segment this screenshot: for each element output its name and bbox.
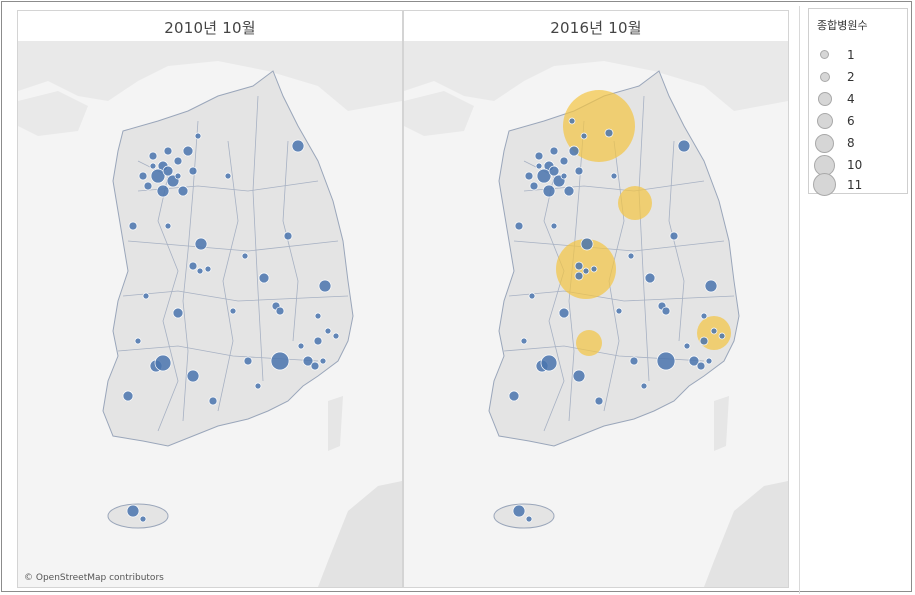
- legend-item[interactable]: 4: [809, 89, 907, 111]
- legend-item[interactable]: 1: [809, 45, 907, 67]
- legend-item[interactable]: 11: [809, 173, 907, 196]
- map-korea-2010[interactable]: © OpenStreetMap contributors: [18, 41, 402, 587]
- size-legend: 종합병원수 1 2 4 6 8 10 11: [808, 8, 908, 196]
- map-panel-2010: 2010년 10월: [17, 10, 403, 588]
- legend-label: 4: [847, 92, 855, 106]
- map-korea-2016[interactable]: [404, 41, 788, 587]
- legend-label: 2: [847, 70, 855, 84]
- legend-label: 11: [847, 178, 863, 192]
- legend-circle-icon: [820, 50, 829, 59]
- map-canvas: [404, 41, 788, 587]
- legend-label: 6: [847, 114, 855, 128]
- legend-item[interactable]: 8: [809, 133, 907, 155]
- legend-item[interactable]: 6: [809, 111, 907, 133]
- legend-label: 10: [847, 158, 863, 172]
- legend-circle-icon: [818, 92, 832, 106]
- map-attribution[interactable]: © OpenStreetMap contributors: [24, 573, 164, 583]
- legend-title: 종합병원수: [817, 19, 868, 32]
- panel-title: 2016년 10월: [550, 19, 642, 37]
- map-panel-2016: 2016년 10월: [403, 10, 789, 588]
- legend-circle-icon: [817, 113, 833, 129]
- sidebar-divider: [799, 6, 800, 594]
- legend-label: 8: [847, 136, 855, 150]
- legend-circle-icon: [815, 134, 834, 153]
- legend-label: 1: [847, 48, 855, 62]
- map-canvas: [18, 41, 402, 587]
- panel-title: 2010년 10월: [164, 19, 256, 37]
- legend-circle-icon: [813, 173, 836, 196]
- legend-item[interactable]: 2: [809, 67, 907, 89]
- legend-circle-icon: [820, 72, 830, 82]
